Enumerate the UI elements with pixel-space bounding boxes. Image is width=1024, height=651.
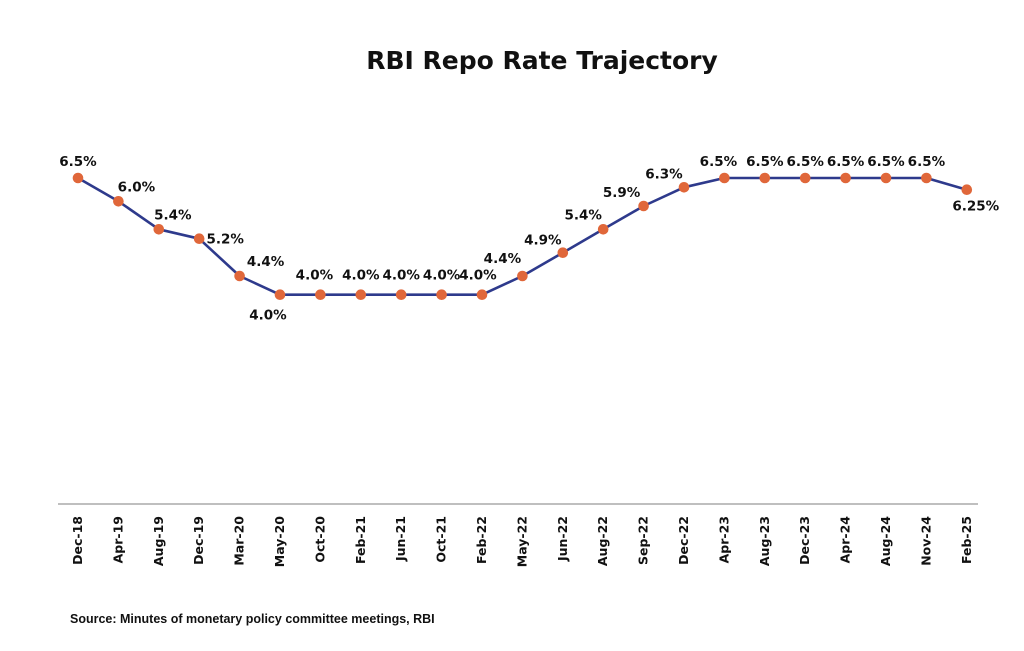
data-label-aug-23: 6.5% bbox=[746, 154, 784, 170]
x-tick-oct-20: Oct-20 bbox=[312, 516, 327, 563]
x-tick-aug-22: Aug-22 bbox=[595, 516, 610, 566]
data-label-aug-19: 5.4% bbox=[154, 207, 192, 223]
data-label-jun-22: 4.9% bbox=[524, 233, 562, 249]
x-tick-jun-21: Jun-21 bbox=[393, 516, 408, 562]
data-label-nov-24: 6.5% bbox=[908, 154, 946, 170]
x-tick-jun-22: Jun-22 bbox=[555, 516, 570, 562]
data-point-dec-19 bbox=[193, 233, 205, 244]
x-tick-dec-22: Dec-22 bbox=[676, 516, 691, 565]
data-point-feb-22 bbox=[476, 289, 488, 301]
data-label-dec-23: 6.5% bbox=[786, 154, 824, 170]
data-point-apr-19 bbox=[113, 196, 124, 207]
x-tick-feb-21: Feb-21 bbox=[353, 516, 368, 564]
x-tick-apr-23: Apr-23 bbox=[716, 516, 731, 563]
chart-title: RBI Repo Rate Trajectory bbox=[366, 46, 718, 75]
source-note: Source: Minutes of monetary policy commi… bbox=[70, 612, 435, 626]
x-tick-dec-23: Dec-23 bbox=[797, 516, 812, 565]
data-label-feb-25: 6.25% bbox=[952, 199, 999, 215]
data-point-jun-21 bbox=[395, 289, 407, 301]
x-tick-feb-22: Feb-22 bbox=[474, 516, 489, 564]
data-point-dec-18 bbox=[72, 172, 84, 184]
data-point-oct-21 bbox=[436, 289, 447, 301]
data-label-feb-22: 4.0% bbox=[459, 268, 497, 284]
data-point-sep-22 bbox=[638, 200, 649, 212]
data-label-aug-22: 5.4% bbox=[564, 207, 602, 223]
data-point-may-20 bbox=[274, 289, 286, 301]
data-point-aug-22 bbox=[597, 224, 609, 235]
data-label-oct-21: 4.0% bbox=[423, 268, 461, 284]
x-tick-aug-24: Aug-24 bbox=[878, 516, 893, 566]
data-point-nov-24 bbox=[921, 172, 932, 184]
data-label-apr-19: 6.0% bbox=[118, 179, 156, 195]
x-tick-oct-21: Oct-21 bbox=[434, 516, 449, 563]
data-point-feb-21 bbox=[355, 289, 367, 301]
data-point-mar-20 bbox=[234, 270, 245, 282]
x-tick-sep-22: Sep-22 bbox=[636, 516, 651, 565]
data-points bbox=[72, 172, 973, 301]
data-label-may-22: 4.4% bbox=[484, 251, 522, 267]
x-tick-nov-24: Nov-24 bbox=[918, 516, 933, 566]
data-label-sep-22: 5.9% bbox=[603, 185, 641, 201]
data-point-dec-22 bbox=[678, 182, 690, 193]
data-label-dec-22: 6.3% bbox=[645, 166, 683, 182]
data-label-aug-24: 6.5% bbox=[867, 154, 905, 170]
data-label-dec-19: 5.2% bbox=[206, 232, 244, 248]
x-tick-dec-19: Dec-19 bbox=[191, 516, 206, 565]
data-label-may-20: 4.0% bbox=[249, 308, 287, 324]
data-point-oct-20 bbox=[315, 289, 326, 301]
x-tick-dec-18: Dec-18 bbox=[70, 516, 85, 565]
x-tick-may-22: May-22 bbox=[514, 516, 529, 567]
data-point-aug-24 bbox=[880, 172, 892, 184]
x-tick-apr-19: Apr-19 bbox=[110, 516, 125, 563]
data-label-apr-23: 6.5% bbox=[700, 154, 738, 170]
data-point-aug-19 bbox=[153, 224, 165, 235]
data-labels: 6.5%6.0%5.4%5.2%4.4%4.0%4.0% 4.0% 4.0% 4.0%… bbox=[59, 154, 999, 324]
data-point-aug-23 bbox=[759, 172, 771, 184]
data-point-dec-23 bbox=[799, 172, 811, 184]
data-point-feb-25 bbox=[961, 184, 973, 195]
data-point-apr-23 bbox=[719, 172, 730, 184]
data-label-mar-20: 4.4% bbox=[247, 254, 285, 270]
x-tick-labels: Dec-18 Apr-19 Aug-19 Dec-19 Mar-20 May-20 Oct-… bbox=[70, 516, 974, 568]
x-tick-aug-19: Aug-19 bbox=[151, 516, 166, 566]
x-tick-may-20: May-20 bbox=[272, 516, 287, 568]
data-point-may-22 bbox=[517, 270, 528, 282]
data-label-feb-21: 4.0% bbox=[342, 268, 380, 284]
x-tick-aug-23: Aug-23 bbox=[757, 516, 772, 566]
x-tick-apr-24: Apr-24 bbox=[838, 516, 853, 564]
data-label-dec-18: 6.5% bbox=[59, 154, 97, 170]
x-tick-mar-20: Mar-20 bbox=[232, 516, 247, 566]
data-label-jun-21: 4.0% bbox=[382, 268, 420, 284]
data-point-apr-24 bbox=[840, 172, 851, 184]
x-tick-feb-25: Feb-25 bbox=[959, 516, 974, 564]
data-label-apr-24: 6.5% bbox=[827, 154, 865, 170]
data-point-jun-22 bbox=[557, 247, 569, 258]
data-label-oct-20: 4.0% bbox=[296, 268, 334, 284]
